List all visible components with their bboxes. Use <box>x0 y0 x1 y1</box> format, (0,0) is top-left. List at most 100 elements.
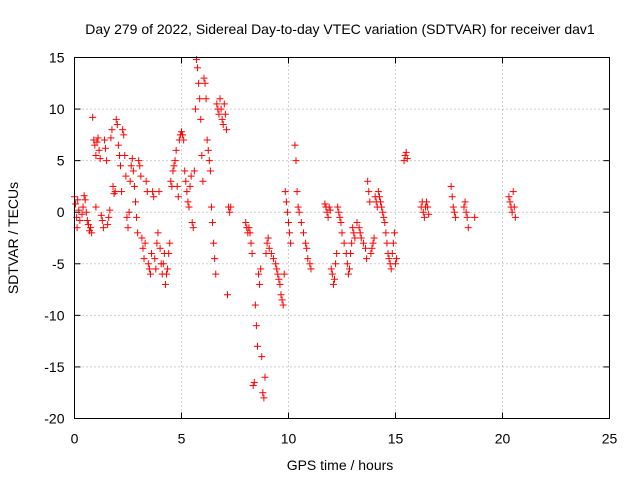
data-point <box>326 206 334 214</box>
data-point <box>78 210 86 218</box>
data-point <box>153 239 161 247</box>
data-point <box>113 121 121 129</box>
data-point <box>92 203 100 211</box>
data-point <box>95 146 103 154</box>
data-point <box>197 115 205 123</box>
data-point <box>94 134 102 142</box>
data-point <box>96 155 104 163</box>
data-point <box>331 275 339 283</box>
data-point <box>299 229 307 237</box>
data-points <box>71 56 519 402</box>
data-point <box>280 270 288 278</box>
data-point <box>375 193 383 201</box>
data-point <box>81 196 89 204</box>
data-point <box>88 229 96 237</box>
data-point <box>423 198 431 206</box>
data-point <box>294 203 302 211</box>
data-point <box>195 79 203 87</box>
data-point <box>156 244 164 252</box>
data-point <box>252 322 260 330</box>
y-tick-label: 0 <box>57 204 65 220</box>
data-point <box>347 249 355 257</box>
data-point <box>154 229 162 237</box>
data-point <box>250 378 258 386</box>
y-axis-label: SDTVAR / TECUs <box>5 182 21 294</box>
data-point <box>137 172 145 180</box>
data-point <box>245 224 253 232</box>
data-point <box>163 270 171 278</box>
data-point <box>356 229 364 237</box>
data-point <box>366 198 374 206</box>
data-point <box>179 131 187 139</box>
data-point <box>283 208 291 216</box>
data-point <box>128 155 136 163</box>
data-point <box>328 270 336 278</box>
data-point <box>206 167 214 175</box>
data-point <box>130 182 138 190</box>
data-point <box>155 188 163 196</box>
data-point <box>374 188 382 196</box>
data-point <box>198 151 206 159</box>
data-point <box>369 239 377 247</box>
data-point <box>100 136 108 144</box>
data-point <box>251 301 259 309</box>
y-tick-label: -20 <box>44 411 64 427</box>
data-point <box>117 162 125 170</box>
data-point <box>123 213 131 221</box>
data-point <box>340 239 348 247</box>
data-point <box>149 188 157 196</box>
data-point <box>392 260 399 268</box>
data-point <box>200 74 208 82</box>
data-point <box>139 244 147 252</box>
data-point <box>212 270 220 278</box>
data-point <box>355 224 363 232</box>
data-point <box>302 239 310 247</box>
data-point <box>205 157 213 165</box>
data-point <box>350 229 358 237</box>
data-point <box>267 249 275 257</box>
data-point <box>185 203 193 211</box>
data-point <box>129 167 137 175</box>
data-point <box>171 157 179 165</box>
data-point <box>144 260 152 268</box>
data-point <box>196 95 204 103</box>
y-tick-label: -15 <box>44 359 64 375</box>
data-point <box>138 234 146 242</box>
data-point <box>93 138 101 146</box>
data-point <box>215 110 223 118</box>
data-point <box>448 193 456 201</box>
data-point <box>216 95 224 103</box>
data-point <box>126 177 134 185</box>
data-point <box>279 301 287 309</box>
data-point <box>377 198 385 206</box>
data-point <box>183 188 191 196</box>
data-point <box>385 255 393 263</box>
data-point <box>387 265 395 273</box>
data-point <box>134 229 142 237</box>
data-point <box>145 265 153 273</box>
data-point <box>187 172 195 180</box>
data-point <box>82 208 90 216</box>
data-point <box>142 177 150 185</box>
data-point <box>201 79 209 87</box>
data-point <box>336 213 344 221</box>
data-point <box>172 146 180 154</box>
data-point <box>119 126 127 134</box>
data-point <box>165 249 173 257</box>
data-point <box>451 213 459 221</box>
data-point <box>127 162 135 170</box>
data-point <box>104 221 112 229</box>
data-point <box>393 255 401 263</box>
data-point <box>189 224 197 232</box>
data-point <box>108 126 116 134</box>
data-point <box>264 234 272 242</box>
data-point <box>220 100 228 108</box>
data-point <box>343 260 351 268</box>
data-point <box>102 144 110 152</box>
data-point <box>367 249 375 257</box>
y-tick-label: -10 <box>44 307 64 323</box>
data-point <box>276 280 284 288</box>
data-point <box>261 373 269 381</box>
data-point <box>286 229 294 237</box>
